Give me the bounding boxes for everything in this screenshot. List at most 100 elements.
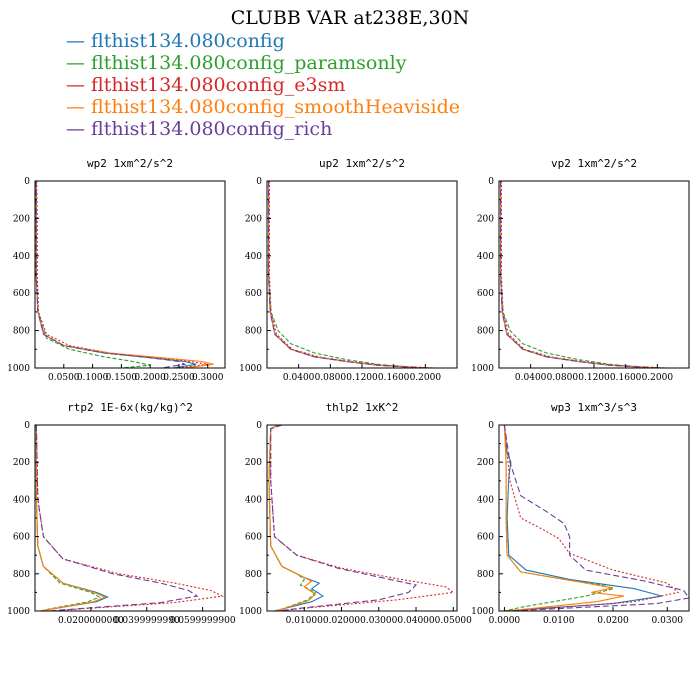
panel-frame-wp2 [34, 180, 226, 369]
y-tick-label-rtp2: 400 [13, 495, 30, 505]
x-tick-label-vp2: 0.0800 [547, 373, 579, 383]
x-tick-label-wp3: 0.0300 [652, 616, 684, 626]
x-tick-label-up2: 0.0800 [315, 373, 347, 383]
x-tick-label-vp2: 0.1600 [610, 373, 642, 383]
series-line-thlp2-0 [268, 425, 324, 611]
x-tick-label-wp2: 0.1000 [77, 373, 109, 383]
y-tick-label-rtp2: 0 [24, 421, 30, 431]
legend: — flthist134.080config — flthist134.080c… [66, 30, 460, 140]
panel-vp2: vp2 1xm^2/s^2 0 200 400 600 800 1000 0.0400 0.08… [471, 157, 690, 383]
panel-title-wp2: wp2 1xm^2/s^2 [87, 157, 173, 170]
y-tick-label-wp2: 1000 [7, 364, 30, 374]
y-tick-label-thlp2: 0 [256, 421, 262, 431]
series-line-rtp2-2 [35, 425, 225, 611]
series-line-wp2-3 [35, 181, 214, 368]
figure-title: CLUBB VAR at238E,30N [230, 7, 470, 29]
y-tick-label-thlp2: 200 [245, 458, 262, 468]
y-tick-label-wp3: 200 [477, 458, 494, 468]
legend-entry-paramsonly: — flthist134.080config_paramsonly [66, 52, 407, 74]
y-tick-label-up2: 1000 [239, 364, 262, 374]
x-tick-label-up2: 0.1200 [346, 373, 378, 383]
series-line-up2-1 [268, 181, 434, 368]
y-tick-label-wp3: 0 [488, 421, 494, 431]
y-tick-label-up2: 400 [245, 252, 262, 262]
x-tick-label-wp2: 0.2500 [163, 373, 195, 383]
series-line-rtp2-0 [35, 425, 110, 611]
y-tick-label-rtp2: 600 [13, 533, 30, 543]
y-tick-label-rtp2: 200 [13, 458, 30, 468]
series-line-thlp2-3 [268, 425, 317, 611]
series-line-wp3-4 [503, 425, 689, 611]
series-line-up2-4 [268, 181, 426, 368]
y-tick-label-wp2: 200 [13, 214, 30, 224]
x-tick-label-thlp2: 0.01000 [286, 616, 323, 626]
panel-thlp2: thlp2 1xK^2 0 200 400 600 800 1000 0.01000 0.020… [239, 401, 472, 626]
y-tick-label-thlp2: 800 [245, 570, 262, 580]
legend-entry-config: — flthist134.080config [66, 30, 285, 52]
series-line-wp2-4 [35, 181, 187, 368]
panel-title-thlp2: thlp2 1xK^2 [326, 401, 399, 414]
series-line-rtp2-3 [35, 425, 107, 611]
x-tick-label-rtp2: 0.0599999900 [170, 616, 236, 626]
y-tick-label-up2: 200 [245, 214, 262, 224]
x-tick-label-thlp2: 0.05000 [435, 616, 472, 626]
y-tick-label-thlp2: 1000 [239, 607, 262, 617]
y-tick-label-up2: 0 [256, 177, 262, 187]
x-tick-label-up2: 0.2000 [410, 373, 442, 383]
y-tick-label-thlp2: 400 [245, 495, 262, 505]
series-line-rtp2-1 [35, 425, 101, 611]
panel-frame-thlp2 [266, 424, 458, 612]
y-tick-label-wp3: 800 [477, 570, 494, 580]
series-line-up2-2 [268, 181, 434, 368]
panel-frame-up2 [266, 180, 458, 369]
y-tick-label-up2: 600 [245, 289, 262, 299]
y-tick-label-wp2: 400 [13, 252, 30, 262]
x-tick-label-wp2: 0.3000 [192, 373, 224, 383]
series-line-thlp2-2 [270, 425, 455, 611]
series-line-up2-0 [268, 181, 426, 368]
y-tick-label-wp2: 600 [13, 289, 30, 299]
x-tick-label-wp3: 0.0000 [489, 616, 521, 626]
x-tick-label-wp3: 0.0200 [597, 616, 629, 626]
y-tick-label-vp2: 800 [477, 327, 494, 337]
panel-up2: up2 1xm^2/s^2 0 200 400 600 800 1000 0.0400 0.08… [239, 157, 458, 383]
y-tick-label-rtp2: 1000 [7, 607, 30, 617]
x-tick-label-up2: 0.1600 [378, 373, 410, 383]
y-tick-label-vp2: 0 [488, 177, 494, 187]
panel-wp2: wp2 1xm^2/s^2 0 200 400 600 800 1000 0.05000.10… [7, 157, 226, 383]
y-tick-label-up2: 800 [245, 327, 262, 337]
x-tick-label-wp2: 0.1500 [106, 373, 138, 383]
x-tick-label-vp2: 0.1200 [578, 373, 610, 383]
y-tick-label-vp2: 600 [477, 289, 494, 299]
x-tick-label-wp2: 0.0500 [48, 373, 80, 383]
x-tick-label-vp2: 0.2000 [642, 373, 674, 383]
y-tick-label-wp2: 800 [13, 327, 30, 337]
y-tick-label-wp3: 400 [477, 495, 494, 505]
panel-title-rtp2: rtp2 1E-6x(kg/kg)^2 [67, 401, 193, 414]
series-line-wp2-0 [35, 181, 197, 368]
series-line-vp2-1 [500, 181, 666, 368]
panel-frame-vp2 [498, 180, 690, 369]
y-tick-label-thlp2: 600 [245, 533, 262, 543]
series-line-wp3-0 [503, 425, 663, 611]
panel-title-vp2: vp2 1xm^2/s^2 [551, 157, 637, 170]
y-tick-label-wp3: 1000 [471, 607, 494, 617]
y-tick-label-wp3: 600 [477, 533, 494, 543]
series-line-vp2-0 [500, 181, 658, 368]
panel-title-up2: up2 1xm^2/s^2 [319, 157, 405, 170]
legend-entry-e3sm: — flthist134.080config_e3sm [66, 74, 346, 96]
legend-entry-rich: — flthist134.080config_rich [66, 118, 333, 140]
series-line-wp3-3 [503, 425, 625, 611]
series-line-wp2-2 [36, 181, 208, 368]
x-tick-label-wp2: 0.2000 [134, 373, 166, 383]
x-tick-label-rtp2: 0.0399999990 [114, 616, 180, 626]
y-tick-label-wp2: 0 [24, 177, 30, 187]
y-tick-label-rtp2: 800 [13, 570, 30, 580]
x-tick-label-thlp2: 0.02000 [323, 616, 360, 626]
x-tick-label-thlp2: 0.04000 [397, 616, 434, 626]
series-line-up2-3 [268, 181, 426, 368]
y-tick-label-vp2: 1000 [471, 364, 494, 374]
x-tick-label-rtp2: 0.0200000000 [58, 616, 124, 626]
x-tick-label-wp3: 0.0100 [543, 616, 575, 626]
